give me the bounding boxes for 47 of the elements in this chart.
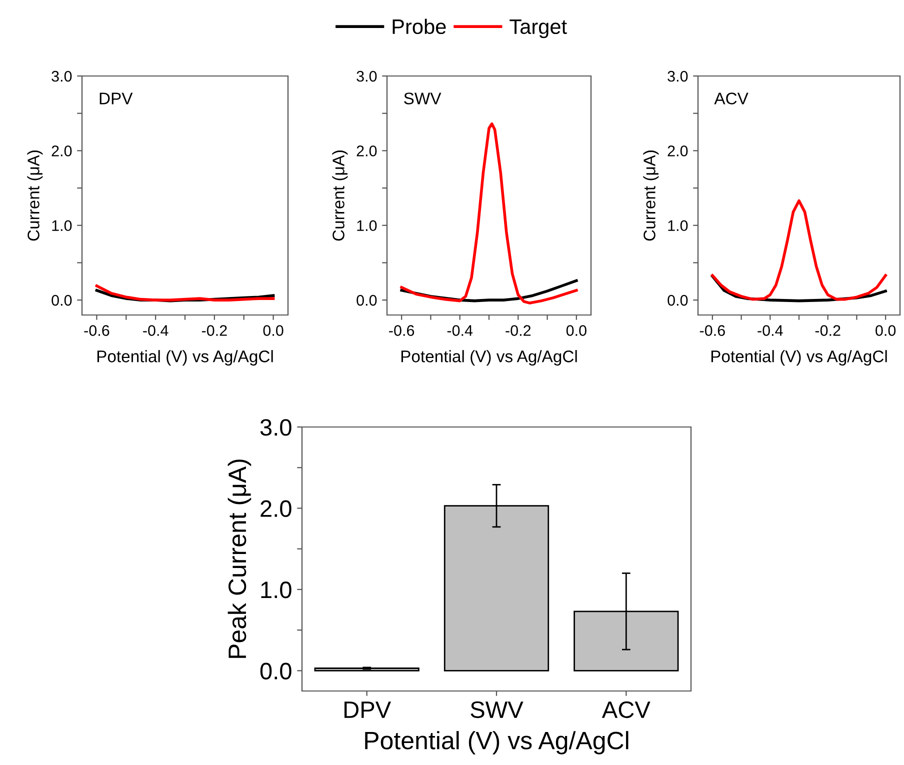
annotation: DPV xyxy=(100,92,133,104)
line-series xyxy=(400,122,578,304)
x-axis-title: Potential (V) vs Ag/AgCl xyxy=(711,350,887,366)
x-tick-label: -0.2 xyxy=(506,325,531,336)
x-tick-label: -0.2 xyxy=(202,325,227,336)
y-tick-label: 3.0 xyxy=(52,70,72,82)
x-tick-label: -0.4 xyxy=(143,325,168,336)
x-tick-label: ACV xyxy=(602,701,650,718)
x-axis-title: Potential (V) vs Ag/AgCl xyxy=(97,350,273,366)
x-tick-label: 0.0 xyxy=(876,325,896,336)
annotation: ACV xyxy=(714,92,748,104)
y-axis-title: Current (μA) xyxy=(27,150,43,241)
y-tick-label: 2.0 xyxy=(668,146,688,156)
y-tick-label: 2.0 xyxy=(260,500,292,518)
x-tick-label: SWV xyxy=(470,701,524,718)
x-tick-label: -0.4 xyxy=(447,325,473,336)
y-axis-title: Current (μA) xyxy=(643,150,659,241)
x-tick-label: 0.0 xyxy=(566,325,586,336)
annotation: SWV xyxy=(404,92,442,104)
x-tick-label: -0.6 xyxy=(84,325,110,336)
y-tick-label: 1.0 xyxy=(668,220,688,232)
y-tick-label: 3.0 xyxy=(260,419,292,436)
x-tick-label: -0.2 xyxy=(815,325,840,336)
x-axis-title: Potential (V) vs Ag/AgCl xyxy=(401,350,577,366)
x-tick-label: -0.6 xyxy=(389,325,414,336)
x-tick-label: -0.6 xyxy=(700,325,725,336)
y-tick-label: 1.0 xyxy=(357,220,377,232)
line-series xyxy=(711,199,887,301)
y-tick-label: 0.0 xyxy=(356,294,377,306)
y-tick-label: 2.0 xyxy=(356,146,377,156)
legend-label: Probe xyxy=(392,18,446,34)
y-tick-label: 0.0 xyxy=(260,662,292,680)
line-series xyxy=(95,284,275,302)
y-tick-label: 2.0 xyxy=(52,146,72,156)
y-tick-label: 0.0 xyxy=(668,294,688,306)
y-axis-title: Current (μA) xyxy=(332,150,348,241)
y-tick-label: 1.0 xyxy=(52,220,72,232)
bar xyxy=(314,668,420,672)
y-tick-label: 3.0 xyxy=(356,70,377,82)
y-tick-label: 3.0 xyxy=(668,70,688,82)
x-axis-title: Potential (V) vs Ag/AgCl xyxy=(365,731,628,754)
y-tick-label: 0.0 xyxy=(52,294,72,306)
y-tick-label: 1.0 xyxy=(261,582,292,598)
x-tick-label: DPV xyxy=(344,702,392,718)
y-axis-title: Peak Current (μA) xyxy=(228,460,252,658)
x-tick-label: -0.4 xyxy=(758,325,783,336)
legend-label: Target xyxy=(510,20,567,38)
